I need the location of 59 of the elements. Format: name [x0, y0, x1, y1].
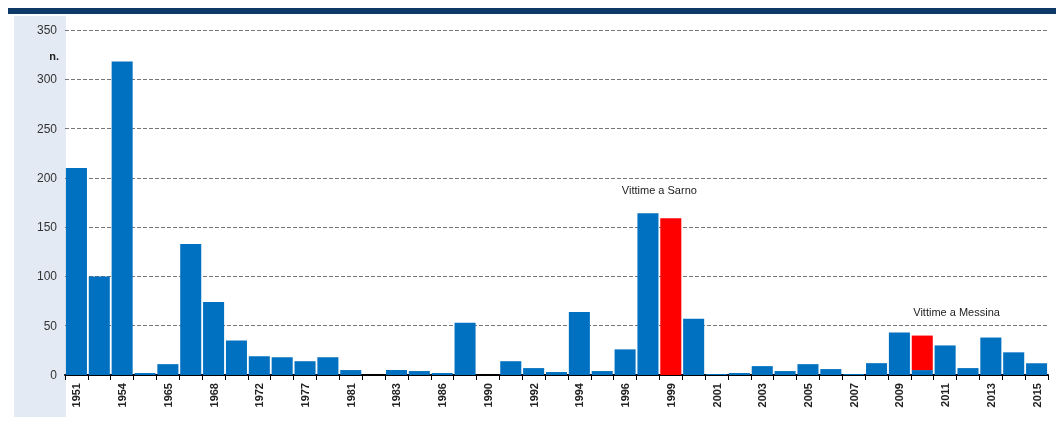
bar — [866, 363, 888, 375]
bar — [203, 302, 225, 375]
x-tick-label: 2005 — [801, 383, 814, 408]
x-tick-label: 2015 — [1030, 383, 1043, 408]
y-tick-label: 50 — [43, 318, 58, 333]
x-tick-label: 2011 — [939, 383, 952, 407]
bar — [1003, 352, 1025, 375]
y-tick-label: 350 — [36, 23, 58, 37]
x-tick-label: 1996 — [619, 383, 632, 408]
annotation: Vittime a Messina — [913, 306, 1001, 319]
bar — [248, 356, 270, 375]
bar — [660, 218, 682, 375]
bar — [888, 332, 910, 375]
x-tick-label: 1992 — [527, 383, 540, 408]
y-tick-label: 150 — [36, 220, 58, 235]
bar — [820, 369, 842, 375]
y-tick-label: 0 — [50, 368, 58, 382]
x-tick-label: 1981 — [344, 383, 357, 408]
bar — [523, 368, 545, 375]
bar — [225, 340, 247, 375]
annotation: Vittime a Sarno — [621, 184, 697, 197]
x-tick-label: 1994 — [573, 382, 586, 408]
bar — [340, 370, 362, 375]
bar — [911, 335, 933, 371]
bar — [591, 371, 613, 375]
bar — [683, 318, 705, 375]
bar — [65, 168, 87, 375]
bar — [271, 357, 293, 375]
bar — [568, 311, 590, 375]
bar — [911, 370, 933, 375]
bar — [385, 370, 407, 375]
bar — [545, 372, 568, 375]
bar — [408, 371, 430, 375]
x-tick-label: 1954 — [116, 382, 129, 408]
bar — [454, 322, 476, 375]
x-tick-label: 1968 — [207, 383, 220, 408]
x-tick-label: 2001 — [710, 383, 723, 408]
x-tick-label: 2009 — [893, 383, 906, 408]
x-tick-label: 1986 — [436, 383, 449, 408]
x-tick-label: 2007 — [847, 383, 860, 408]
x-tick-label: 1977 — [299, 383, 312, 408]
x-tick-label: 1999 — [664, 383, 677, 408]
bar — [88, 276, 110, 375]
x-tick-label: 2013 — [984, 383, 997, 408]
y-axis-title: n. — [49, 49, 59, 62]
x-tick-label: 1965 — [161, 383, 174, 408]
x-tick-label: 1990 — [481, 383, 494, 408]
bar — [500, 361, 522, 375]
y-tick-label: 200 — [36, 170, 58, 185]
bar — [1026, 363, 1048, 375]
x-tick-label: 1983 — [390, 383, 403, 408]
x-tick-label: 1951 — [70, 383, 83, 408]
x-tick-label: 2003 — [756, 383, 769, 408]
x-tick-label: 1972 — [253, 383, 266, 408]
y-tick-label: 250 — [36, 121, 58, 136]
bar — [751, 366, 773, 375]
bar — [180, 243, 202, 375]
y-tick-label: 100 — [36, 269, 58, 284]
y-tick-label: 300 — [36, 72, 58, 87]
